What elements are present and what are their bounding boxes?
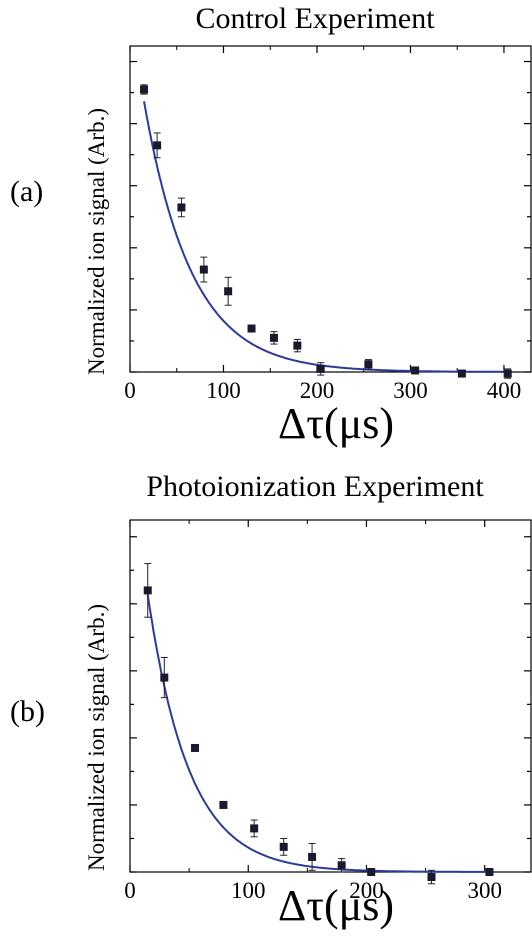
chart-panel-a: Control Experiment (a) Normalized ion si… [10, 2, 532, 448]
x-tick-label: 100 [206, 378, 241, 403]
plot-area: 0 100 200 300 400 [124, 45, 532, 403]
data-point [143, 586, 152, 595]
data-point [411, 366, 420, 375]
x-tick-label: 100 [231, 878, 266, 903]
data-point [316, 364, 325, 373]
data-point [250, 824, 259, 833]
data-point [457, 369, 466, 378]
plot-frame [129, 45, 532, 373]
x-axis-label: Δτ(μs) [278, 399, 394, 448]
x-tick-label: 0 [124, 878, 136, 903]
x-tick-label: 0 [124, 378, 136, 403]
panel-label: (b) [10, 695, 45, 728]
data-point [367, 868, 376, 876]
data-point [293, 341, 302, 350]
data-point [308, 852, 317, 861]
data-point [269, 333, 278, 342]
chart-panel-b: Photoionization Experiment (b) Normalize… [0, 468, 532, 937]
x-tick-label: 400 [487, 378, 522, 403]
data-point [140, 85, 149, 94]
x-tick-label: 200 [349, 878, 384, 903]
chart-title: Control Experiment [195, 2, 435, 35]
chart-title: Photoionization Experiment [146, 470, 484, 503]
data-point [160, 673, 169, 682]
fit-curve [143, 101, 508, 373]
panel-label: (a) [10, 175, 44, 208]
data-point [153, 141, 162, 150]
x-tick-label: 300 [467, 878, 502, 903]
data-point [337, 861, 346, 870]
x-tick-label: 200 [300, 378, 335, 403]
fit-curve [146, 594, 490, 873]
data-point [279, 842, 288, 851]
x-axis-label: Δτ(μs) [278, 881, 394, 930]
data-point [247, 324, 256, 333]
data-point [364, 360, 373, 369]
data-point [191, 743, 200, 752]
data-point [199, 265, 208, 274]
x-tick-label: 300 [393, 378, 428, 403]
data-point [485, 868, 494, 876]
plot-frame [129, 519, 532, 873]
data-point [224, 287, 233, 296]
data-point [503, 369, 512, 378]
plot-area: 0 100 200 300 [124, 519, 532, 903]
data-point [177, 203, 186, 212]
data-point [219, 800, 228, 809]
data-point [427, 873, 436, 882]
